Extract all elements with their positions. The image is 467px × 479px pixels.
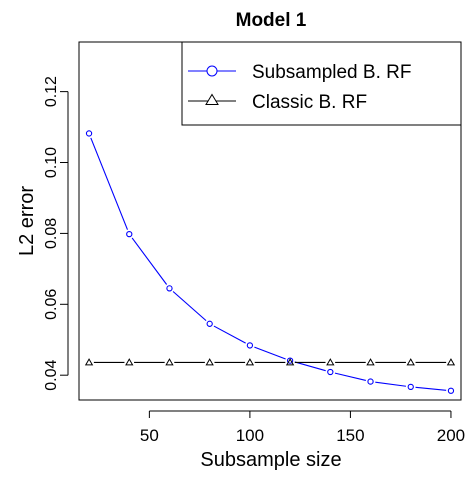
- series-line-segment: [334, 372, 366, 381]
- series-2: [84, 358, 456, 366]
- data-point: [285, 358, 295, 366]
- series-line-segment: [375, 381, 407, 387]
- data-point: [326, 358, 335, 366]
- series-line-segment: [415, 386, 447, 391]
- y-axis-label: L2 error: [16, 186, 38, 256]
- data-point: [246, 342, 254, 349]
- data-point: [205, 358, 214, 366]
- data-point: [407, 383, 414, 391]
- y-axis: 0.04 0.06 0.08 0.10 0.12: [43, 76, 69, 391]
- legend-box: [181, 41, 462, 126]
- x-tick-label: 150: [336, 426, 364, 445]
- data-point: [206, 320, 213, 327]
- data-point: [125, 358, 134, 366]
- data-point: [366, 358, 375, 366]
- data-point: [166, 285, 173, 292]
- legend-marker-subsampled: [206, 65, 218, 77]
- data-point: [447, 387, 455, 394]
- data-point: [367, 378, 374, 385]
- x-tick-label: 200: [437, 426, 465, 445]
- legend-label-subsampled: Subsampled B. RF: [252, 62, 411, 83]
- data-point: [446, 358, 456, 366]
- y-tick-label: 0.10: [43, 147, 60, 178]
- data-point: [85, 130, 93, 137]
- x-tick-label: 50: [140, 426, 159, 445]
- legend-marker-classic: [205, 93, 219, 105]
- data-point: [406, 358, 415, 366]
- data-point: [327, 368, 334, 376]
- x-axis: 50 100 150 200: [140, 410, 465, 445]
- x-tick-label: 100: [236, 426, 264, 445]
- series-layer: [84, 130, 456, 394]
- series-line-segment: [254, 346, 286, 360]
- data-point: [84, 358, 94, 366]
- y-tick-label: 0.04: [43, 360, 60, 391]
- data-point: [165, 358, 174, 366]
- series-line-segment: [294, 361, 326, 372]
- y-tick-label: 0.08: [43, 218, 60, 249]
- series-1: [85, 130, 455, 394]
- series-line-segment: [213, 325, 246, 344]
- y-tick-label: 0.06: [43, 289, 60, 320]
- series-line-segment: [90, 137, 128, 230]
- data-point: [245, 358, 255, 366]
- series-line-segment: [172, 291, 207, 322]
- x-axis-label: Subsample size: [200, 449, 341, 471]
- y-tick-label: 0.12: [43, 76, 60, 107]
- data-point: [286, 357, 294, 364]
- legend: Subsampled B. RF Classic B. RF: [181, 41, 462, 126]
- data-point: [126, 230, 133, 238]
- legend-label-classic: Classic B. RF: [252, 92, 367, 113]
- chart-title: Model 1: [236, 10, 307, 31]
- series-line-segment: [131, 237, 168, 285]
